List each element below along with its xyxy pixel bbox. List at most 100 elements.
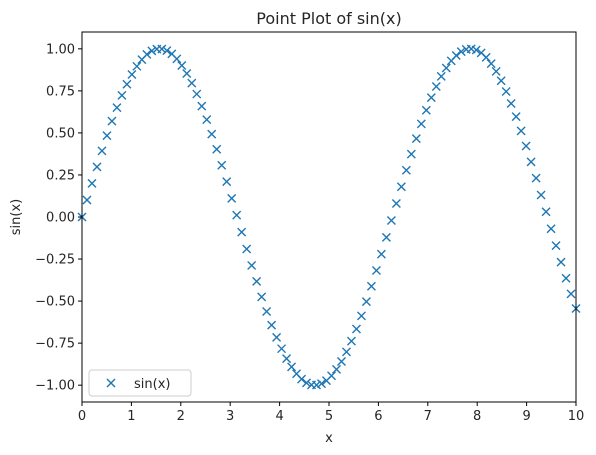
data-point bbox=[406, 149, 416, 159]
data-point bbox=[332, 364, 342, 374]
legend-marker bbox=[106, 378, 116, 388]
data-point bbox=[486, 59, 496, 69]
data-point bbox=[192, 89, 202, 99]
x-tick-label: 8 bbox=[473, 409, 481, 424]
data-point bbox=[182, 69, 192, 79]
data-point bbox=[172, 54, 182, 64]
data-point bbox=[351, 324, 361, 334]
data-point bbox=[401, 165, 411, 175]
data-point bbox=[496, 76, 506, 86]
data-point bbox=[456, 47, 466, 57]
data-point bbox=[327, 371, 337, 381]
data-point bbox=[222, 177, 232, 187]
data-point bbox=[356, 311, 366, 321]
data-point bbox=[117, 90, 127, 100]
data-point bbox=[481, 52, 491, 62]
data-point bbox=[421, 105, 431, 115]
data-point bbox=[247, 260, 257, 270]
x-axis-label: x bbox=[325, 431, 333, 446]
data-point bbox=[316, 379, 326, 389]
data-point bbox=[341, 347, 351, 357]
data-point bbox=[252, 276, 262, 286]
chart-title: Point Plot of sin(x) bbox=[256, 9, 401, 28]
data-point bbox=[177, 60, 187, 70]
x-tick-label: 10 bbox=[568, 409, 585, 424]
data-point bbox=[451, 51, 461, 61]
data-point bbox=[346, 336, 356, 346]
y-tick-label: 0.00 bbox=[46, 211, 75, 226]
data-point bbox=[197, 101, 207, 111]
data-point bbox=[112, 103, 122, 113]
data-point bbox=[391, 199, 401, 209]
data-point bbox=[361, 297, 371, 307]
legend: sin(x) bbox=[88, 369, 192, 397]
data-point bbox=[431, 81, 441, 91]
data-points bbox=[77, 44, 581, 390]
y-tick-label: −0.25 bbox=[35, 253, 75, 268]
data-point bbox=[416, 119, 426, 129]
data-point bbox=[411, 134, 421, 144]
legend-box bbox=[88, 369, 192, 397]
x-tick-label: 0 bbox=[78, 409, 86, 424]
data-point bbox=[232, 210, 242, 220]
x-tick-label: 3 bbox=[226, 409, 234, 424]
data-point bbox=[287, 362, 297, 372]
data-point bbox=[561, 273, 571, 283]
data-point bbox=[501, 87, 511, 97]
data-point bbox=[312, 380, 321, 390]
y-tick-label: 1.00 bbox=[46, 42, 75, 57]
data-point bbox=[277, 344, 287, 354]
plot-frame bbox=[81, 31, 577, 403]
legend-label: sin(x) bbox=[134, 377, 170, 392]
data-point bbox=[556, 257, 566, 267]
data-point bbox=[436, 71, 446, 81]
data-point bbox=[162, 46, 172, 56]
y-tick-label: −0.75 bbox=[35, 337, 75, 352]
data-point bbox=[147, 46, 157, 56]
data-point bbox=[546, 224, 556, 234]
data-point bbox=[371, 265, 381, 275]
data-point bbox=[107, 116, 117, 126]
data-point bbox=[516, 126, 526, 136]
data-point bbox=[217, 160, 227, 170]
data-point bbox=[536, 190, 546, 200]
data-point bbox=[541, 207, 551, 217]
y-tick-label: −1.00 bbox=[35, 379, 75, 394]
y-tick-label: 0.75 bbox=[46, 84, 75, 99]
data-point bbox=[566, 289, 576, 299]
data-point bbox=[302, 378, 312, 388]
x-tick-label: 9 bbox=[522, 409, 530, 424]
data-point bbox=[551, 241, 561, 251]
data-point bbox=[441, 63, 451, 73]
data-point bbox=[511, 112, 521, 122]
data-point bbox=[386, 216, 396, 226]
data-point bbox=[142, 49, 152, 59]
y-tick-label: 0.50 bbox=[46, 126, 75, 141]
data-point bbox=[426, 93, 436, 103]
x-tick-label: 7 bbox=[424, 409, 432, 424]
data-point bbox=[471, 45, 481, 55]
x-tick-label: 6 bbox=[374, 409, 382, 424]
y-axis-label: sin(x) bbox=[9, 199, 24, 235]
data-point bbox=[376, 249, 386, 259]
x-axis-ticks: 0 1 2 3 4 5 6 7 8 9 10 bbox=[78, 402, 584, 424]
data-point bbox=[262, 307, 272, 317]
data-point bbox=[237, 227, 247, 237]
data-point bbox=[257, 292, 267, 302]
data-point bbox=[267, 320, 277, 330]
data-point bbox=[381, 232, 391, 242]
data-point bbox=[531, 173, 541, 183]
data-point bbox=[491, 66, 501, 76]
x-tick-label: 4 bbox=[275, 409, 283, 424]
data-point bbox=[202, 115, 212, 125]
y-axis-ticks: −1.00 −0.75 −0.50 −0.25 0.00 0.25 0.50 0.75 1.00 bbox=[35, 42, 82, 394]
data-point bbox=[92, 162, 102, 172]
data-point bbox=[127, 70, 137, 80]
data-point bbox=[297, 374, 307, 384]
x-tick-label: 1 bbox=[127, 409, 135, 424]
y-tick-label: −0.50 bbox=[35, 295, 75, 310]
data-point bbox=[282, 354, 292, 364]
data-point bbox=[227, 193, 237, 203]
data-point bbox=[207, 129, 217, 139]
